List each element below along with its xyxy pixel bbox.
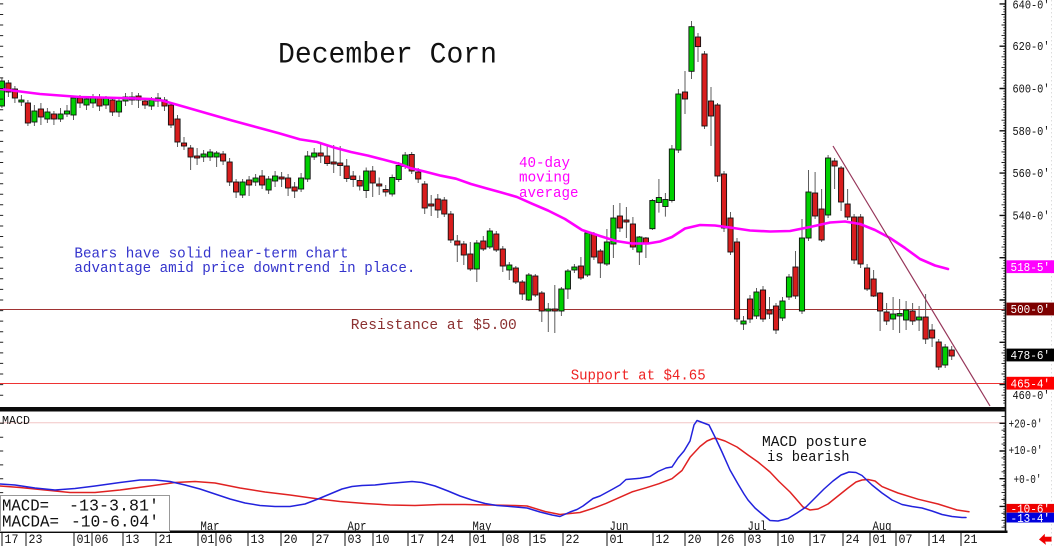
svg-text:moving: moving (519, 171, 571, 187)
svg-text:06: 06 (219, 532, 233, 546)
svg-text:21: 21 (159, 532, 173, 546)
svg-text:01: 01 (201, 532, 215, 546)
svg-text:20: 20 (284, 532, 298, 546)
svg-text:17: 17 (813, 532, 827, 546)
svg-text:average: average (519, 186, 579, 202)
svg-text:Support at $4.65: Support at $4.65 (571, 369, 706, 385)
svg-text:Apr: Apr (348, 519, 367, 534)
svg-text:17: 17 (411, 532, 425, 546)
svg-text:14: 14 (932, 532, 946, 546)
svg-text:23: 23 (29, 532, 43, 546)
svg-text:12: 12 (656, 532, 670, 546)
svg-text:13: 13 (251, 532, 265, 546)
svg-text:26: 26 (721, 532, 735, 546)
svg-text:620-0': 620-0' (1013, 40, 1050, 54)
svg-text:MACD posture: MACD posture (762, 435, 867, 451)
svg-text:21: 21 (964, 532, 978, 546)
svg-text:27: 27 (316, 532, 330, 546)
svg-text:15: 15 (533, 532, 547, 546)
svg-text:advantage amid price downtrend: advantage amid price downtrend in place. (74, 261, 415, 277)
svg-text:24: 24 (441, 532, 455, 546)
svg-text:560-0': 560-0' (1013, 167, 1050, 181)
svg-text:22: 22 (566, 532, 580, 546)
svg-text:01: 01 (610, 532, 624, 546)
svg-text:518-5': 518-5' (1011, 261, 1051, 275)
svg-text:-13-4': -13-4' (1011, 512, 1051, 526)
svg-text:MACD: MACD (2, 414, 30, 428)
svg-text:is bearish: is bearish (767, 450, 850, 466)
svg-text:+20-0': +20-0' (1009, 418, 1043, 432)
svg-text:08: 08 (506, 532, 520, 546)
svg-text:10: 10 (376, 532, 390, 546)
svg-text:06: 06 (95, 532, 109, 546)
svg-text:01: 01 (77, 532, 91, 546)
svg-text:01: 01 (473, 532, 487, 546)
svg-text:May: May (473, 519, 492, 534)
svg-text:MACDA=: MACDA= (2, 514, 59, 533)
svg-text:07: 07 (899, 532, 913, 546)
svg-text:+10-0': +10-0' (1009, 444, 1043, 458)
svg-text:Resistance at $5.00: Resistance at $5.00 (351, 318, 517, 334)
svg-text:December Corn: December Corn (278, 39, 497, 73)
svg-text:500-0': 500-0' (1011, 303, 1051, 317)
svg-text:Aug: Aug (873, 519, 892, 534)
svg-text:10: 10 (781, 532, 795, 546)
svg-text:600-0': 600-0' (1013, 83, 1050, 97)
svg-text:20: 20 (688, 532, 702, 546)
svg-text:24: 24 (846, 532, 860, 546)
svg-text:03: 03 (748, 532, 762, 546)
svg-text:-10-6.04': -10-6.04' (71, 514, 159, 533)
svg-text:465-4': 465-4' (1011, 377, 1051, 391)
svg-text:Mar: Mar (201, 519, 220, 534)
svg-text:580-0': 580-0' (1013, 125, 1050, 139)
svg-text:640-0': 640-0' (1013, 0, 1050, 12)
svg-text:13: 13 (126, 532, 140, 546)
svg-text:540-0': 540-0' (1013, 209, 1050, 223)
svg-text:478-6': 478-6' (1011, 349, 1051, 363)
svg-text:Jul: Jul (748, 519, 767, 534)
svg-text:+0-0': +0-0' (1014, 473, 1042, 487)
svg-text:Jun: Jun (610, 519, 629, 534)
svg-text:01: 01 (873, 532, 887, 546)
svg-text:17: 17 (5, 532, 19, 546)
svg-text:03: 03 (348, 532, 362, 546)
